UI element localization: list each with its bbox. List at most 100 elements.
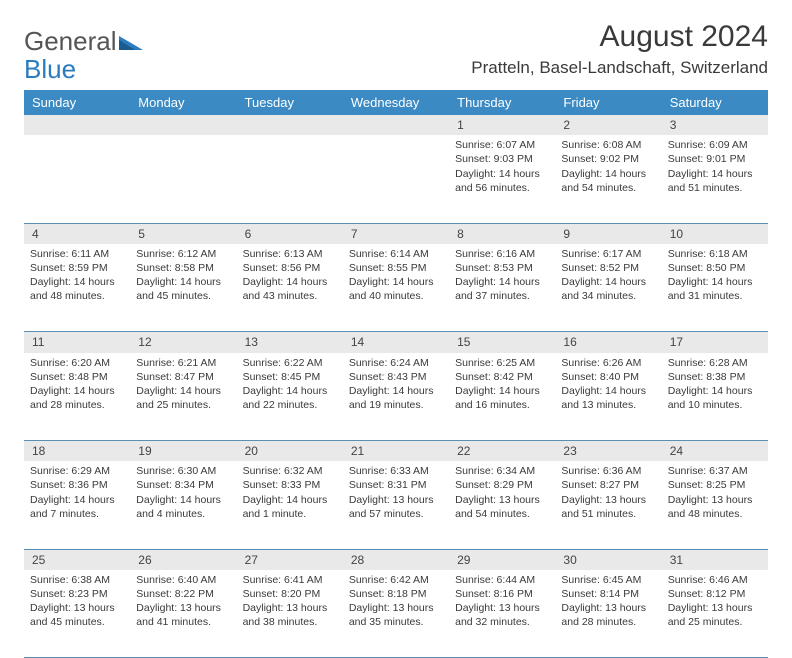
day-info-line: Daylight: 14 hours and 7 minutes. <box>30 493 124 521</box>
day-cell: Sunrise: 6:12 AMSunset: 8:58 PMDaylight:… <box>130 244 236 332</box>
day-info-line: Sunrise: 6:40 AM <box>136 573 230 587</box>
day-number: 13 <box>237 332 343 353</box>
day-cell-body: Sunrise: 6:41 AMSunset: 8:20 PMDaylight:… <box>237 570 343 634</box>
day-cell-body: Sunrise: 6:08 AMSunset: 9:02 PMDaylight:… <box>555 135 661 199</box>
weekday-header-row: Sunday Monday Tuesday Wednesday Thursday… <box>24 90 768 115</box>
day-info-line: Daylight: 14 hours and 34 minutes. <box>561 275 655 303</box>
week-row: Sunrise: 6:20 AMSunset: 8:48 PMDaylight:… <box>24 353 768 441</box>
calendar-table: Sunday Monday Tuesday Wednesday Thursday… <box>24 90 768 658</box>
day-info-line: Sunset: 8:48 PM <box>30 370 124 384</box>
day-cell-body: Sunrise: 6:33 AMSunset: 8:31 PMDaylight:… <box>343 461 449 525</box>
week-row: Sunrise: 6:38 AMSunset: 8:23 PM Daylight:… <box>24 570 768 658</box>
day-cell: Sunrise: 6:34 AMSunset: 8:29 PMDaylight:… <box>449 461 555 549</box>
day-number: 25 <box>24 549 130 570</box>
day-cell-body: Sunrise: 6:22 AMSunset: 8:45 PMDaylight:… <box>237 353 343 417</box>
day-cell: Sunrise: 6:20 AMSunset: 8:48 PMDaylight:… <box>24 353 130 441</box>
day-info-line: Sunset: 8:58 PM <box>136 261 230 275</box>
col-friday: Friday <box>555 90 661 115</box>
day-cell: Sunrise: 6:42 AMSunset: 8:18 PMDaylight:… <box>343 570 449 658</box>
day-info-line: Daylight: 14 hours and 13 minutes. <box>561 384 655 412</box>
day-cell <box>24 135 130 223</box>
day-info-line: Daylight: 14 hours and 37 minutes. <box>455 275 549 303</box>
day-number: 16 <box>555 332 661 353</box>
day-cell-body: Sunrise: 6:12 AMSunset: 8:58 PMDaylight:… <box>130 244 236 308</box>
day-info-line: Daylight: 13 hours and 48 minutes. <box>668 493 762 521</box>
day-info-line: Sunset: 8:45 PM <box>243 370 337 384</box>
day-cell-body: Sunrise: 6:21 AMSunset: 8:47 PMDaylight:… <box>130 353 236 417</box>
col-sunday: Sunday <box>24 90 130 115</box>
day-info-line: Daylight: 13 hours and 54 minutes. <box>455 493 549 521</box>
day-number: 5 <box>130 223 236 244</box>
day-cell-body: Sunrise: 6:09 AMSunset: 9:01 PMDaylight:… <box>662 135 768 199</box>
day-cell-body: Sunrise: 6:11 AMSunset: 8:59 PMDaylight:… <box>24 244 130 308</box>
day-number: 21 <box>343 441 449 462</box>
day-info-line: Sunrise: 6:13 AM <box>243 247 337 261</box>
day-info-line: Sunset: 8:18 PM <box>349 587 443 601</box>
day-info-line: Sunrise: 6:30 AM <box>136 464 230 478</box>
day-info-line: Sunset: 8:38 PM <box>668 370 762 384</box>
calendar-body: 123Sunrise: 6:07 AMSunset: 9:03 PMDaylig… <box>24 115 768 658</box>
col-tuesday: Tuesday <box>237 90 343 115</box>
day-cell-body <box>237 135 343 142</box>
day-cell-body: Sunrise: 6:34 AMSunset: 8:29 PMDaylight:… <box>449 461 555 525</box>
day-cell-body: Sunrise: 6:30 AMSunset: 8:34 PMDaylight:… <box>130 461 236 525</box>
daynum-row: 45678910 <box>24 223 768 244</box>
day-info-line: Sunset: 8:55 PM <box>349 261 443 275</box>
header: General August 2024 Pratteln, Basel-Land… <box>24 20 768 78</box>
day-info-line: Sunrise: 6:28 AM <box>668 356 762 370</box>
day-cell: Sunrise: 6:29 AMSunset: 8:36 PMDaylight:… <box>24 461 130 549</box>
daynum-row: 123 <box>24 115 768 135</box>
col-wednesday: Wednesday <box>343 90 449 115</box>
day-cell: Sunrise: 6:21 AMSunset: 8:47 PMDaylight:… <box>130 353 236 441</box>
day-info-line: Sunrise: 6:21 AM <box>136 356 230 370</box>
day-cell: Sunrise: 6:25 AMSunset: 8:42 PMDaylight:… <box>449 353 555 441</box>
day-info-line: Sunset: 8:25 PM <box>668 478 762 492</box>
day-info-line: Sunrise: 6:25 AM <box>455 356 549 370</box>
flag-icon <box>119 32 145 52</box>
day-info-line: Daylight: 14 hours and 4 minutes. <box>136 493 230 521</box>
month-title: August 2024 <box>471 20 768 54</box>
day-info-line: Sunset: 8:27 PM <box>561 478 655 492</box>
day-number: 11 <box>24 332 130 353</box>
day-cell-body <box>24 135 130 142</box>
day-info-line: Sunrise: 6:14 AM <box>349 247 443 261</box>
day-info-line: Sunrise: 6:22 AM <box>243 356 337 370</box>
day-number: 31 <box>662 549 768 570</box>
day-info-line: Sunrise: 6:09 AM <box>668 138 762 152</box>
day-info-line: Sunset: 8:33 PM <box>243 478 337 492</box>
day-info-line: Sunrise: 6:12 AM <box>136 247 230 261</box>
day-info-line: Sunset: 8:43 PM <box>349 370 443 384</box>
day-cell: Sunrise: 6:28 AMSunset: 8:38 PMDaylight:… <box>662 353 768 441</box>
day-info-line: Daylight: 13 hours and 28 minutes. <box>561 601 655 629</box>
day-info-line: Sunrise: 6:33 AM <box>349 464 443 478</box>
day-info-line: Sunset: 8:50 PM <box>668 261 762 275</box>
day-cell: Sunrise: 6:11 AMSunset: 8:59 PMDaylight:… <box>24 244 130 332</box>
day-info-line: Sunrise: 6:41 AM <box>243 573 337 587</box>
day-cell: Sunrise: 6:07 AMSunset: 9:03 PMDaylight:… <box>449 135 555 223</box>
day-info-line: Sunrise: 6:38 AM <box>30 573 124 587</box>
day-cell: Sunrise: 6:38 AMSunset: 8:23 PMDaylight:… <box>24 570 130 658</box>
day-info-line: Daylight: 13 hours and 41 minutes. <box>136 601 230 629</box>
day-info-line: Sunset: 8:23 PM <box>30 587 124 601</box>
day-info-line: Daylight: 14 hours and 40 minutes. <box>349 275 443 303</box>
day-info-line: Sunset: 8:36 PM <box>30 478 124 492</box>
day-info-line: Sunset: 9:02 PM <box>561 152 655 166</box>
day-info-line: Daylight: 14 hours and 22 minutes. <box>243 384 337 412</box>
day-cell: Sunrise: 6:32 AMSunset: 8:33 PMDaylight:… <box>237 461 343 549</box>
day-info-line: Sunrise: 6:44 AM <box>455 573 549 587</box>
day-info-line: Daylight: 14 hours and 10 minutes. <box>668 384 762 412</box>
day-info-line: Sunrise: 6:18 AM <box>668 247 762 261</box>
week-row: Sunrise: 6:07 AMSunset: 9:03 PMDaylight:… <box>24 135 768 223</box>
day-cell-body: Sunrise: 6:44 AMSunset: 8:16 PMDaylight:… <box>449 570 555 634</box>
day-number: 26 <box>130 549 236 570</box>
day-info-line: Sunrise: 6:34 AM <box>455 464 549 478</box>
day-info-line: Daylight: 14 hours and 28 minutes. <box>30 384 124 412</box>
day-cell-body: Sunrise: 6:42 AMSunset: 8:18 PMDaylight:… <box>343 570 449 634</box>
day-info-line: Sunset: 8:53 PM <box>455 261 549 275</box>
day-number: 1 <box>449 115 555 135</box>
day-info-line: Sunrise: 6:37 AM <box>668 464 762 478</box>
day-info-line: Sunrise: 6:26 AM <box>561 356 655 370</box>
day-cell-body: Sunrise: 6:36 AMSunset: 8:27 PMDaylight:… <box>555 461 661 525</box>
day-cell-body: Sunrise: 6:40 AMSunset: 8:22 PMDaylight:… <box>130 570 236 634</box>
day-cell-body: Sunrise: 6:32 AMSunset: 8:33 PMDaylight:… <box>237 461 343 525</box>
